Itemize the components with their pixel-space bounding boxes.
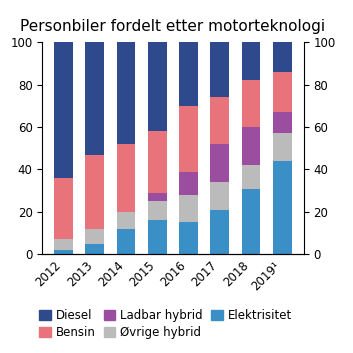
Bar — [242, 127, 261, 165]
Bar — [210, 144, 229, 182]
Bar — [54, 42, 73, 178]
Bar — [117, 144, 136, 212]
Bar — [85, 229, 104, 244]
Bar — [273, 161, 292, 254]
Bar — [242, 189, 261, 254]
Bar — [179, 195, 198, 222]
Bar — [242, 165, 261, 189]
Bar — [242, 42, 261, 80]
Bar — [117, 42, 136, 144]
Bar — [117, 229, 136, 254]
Bar — [148, 131, 167, 193]
Bar — [210, 42, 229, 97]
Bar — [85, 155, 104, 229]
Bar — [148, 193, 167, 201]
Bar — [273, 72, 292, 112]
Bar — [179, 42, 198, 106]
Bar — [85, 244, 104, 254]
Title: Personbiler fordelt etter motorteknologi: Personbiler fordelt etter motorteknologi — [20, 19, 325, 34]
Legend: Diesel, Bensin, Ladbar hybrid, Øvrige hybrid, Elektrisitet: Diesel, Bensin, Ladbar hybrid, Øvrige hy… — [34, 304, 297, 343]
Bar — [54, 178, 73, 239]
Bar — [148, 201, 167, 220]
Bar — [179, 222, 198, 254]
Bar — [54, 250, 73, 254]
Bar — [210, 210, 229, 254]
Bar — [179, 106, 198, 172]
Bar — [148, 42, 167, 131]
Bar — [148, 220, 167, 254]
Bar — [85, 42, 104, 155]
Bar — [117, 212, 136, 229]
Bar — [242, 80, 261, 127]
Bar — [273, 133, 292, 161]
Bar — [210, 182, 229, 210]
Bar — [179, 172, 198, 195]
Bar — [54, 239, 73, 250]
Bar — [273, 112, 292, 133]
Bar — [273, 42, 292, 72]
Bar — [210, 97, 229, 144]
